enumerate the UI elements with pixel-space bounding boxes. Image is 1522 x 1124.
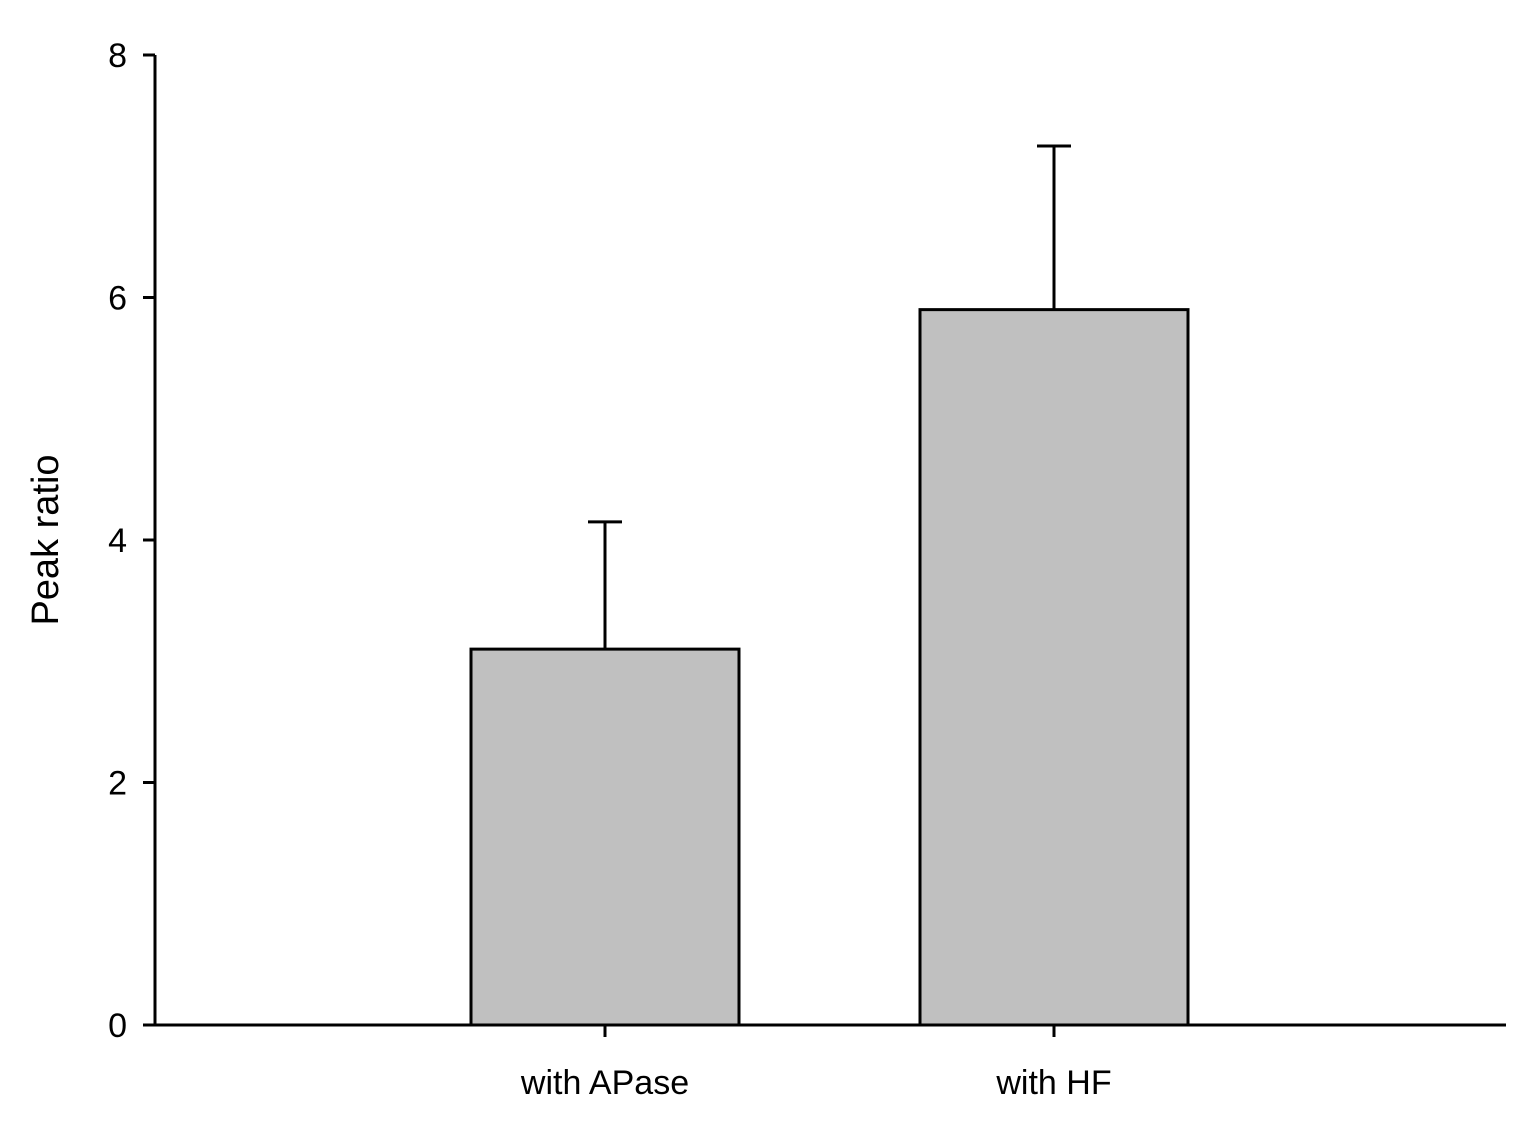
plot-area: 0 2 4 6 8 with APase with HF [108, 37, 1506, 1102]
x-tick-label: with HF [995, 1064, 1111, 1102]
bar [918, 308, 1190, 1027]
x-tick-label: with APase [520, 1064, 689, 1102]
y-tick-label: 6 [108, 280, 127, 318]
y-tick-label: 2 [108, 765, 127, 803]
y-tick-label: 8 [108, 37, 127, 75]
y-axis-title: Peak ratio [25, 454, 67, 625]
y-tick-label: 4 [108, 522, 127, 560]
y-tick-label: 0 [108, 1007, 127, 1045]
bar [469, 647, 741, 1027]
